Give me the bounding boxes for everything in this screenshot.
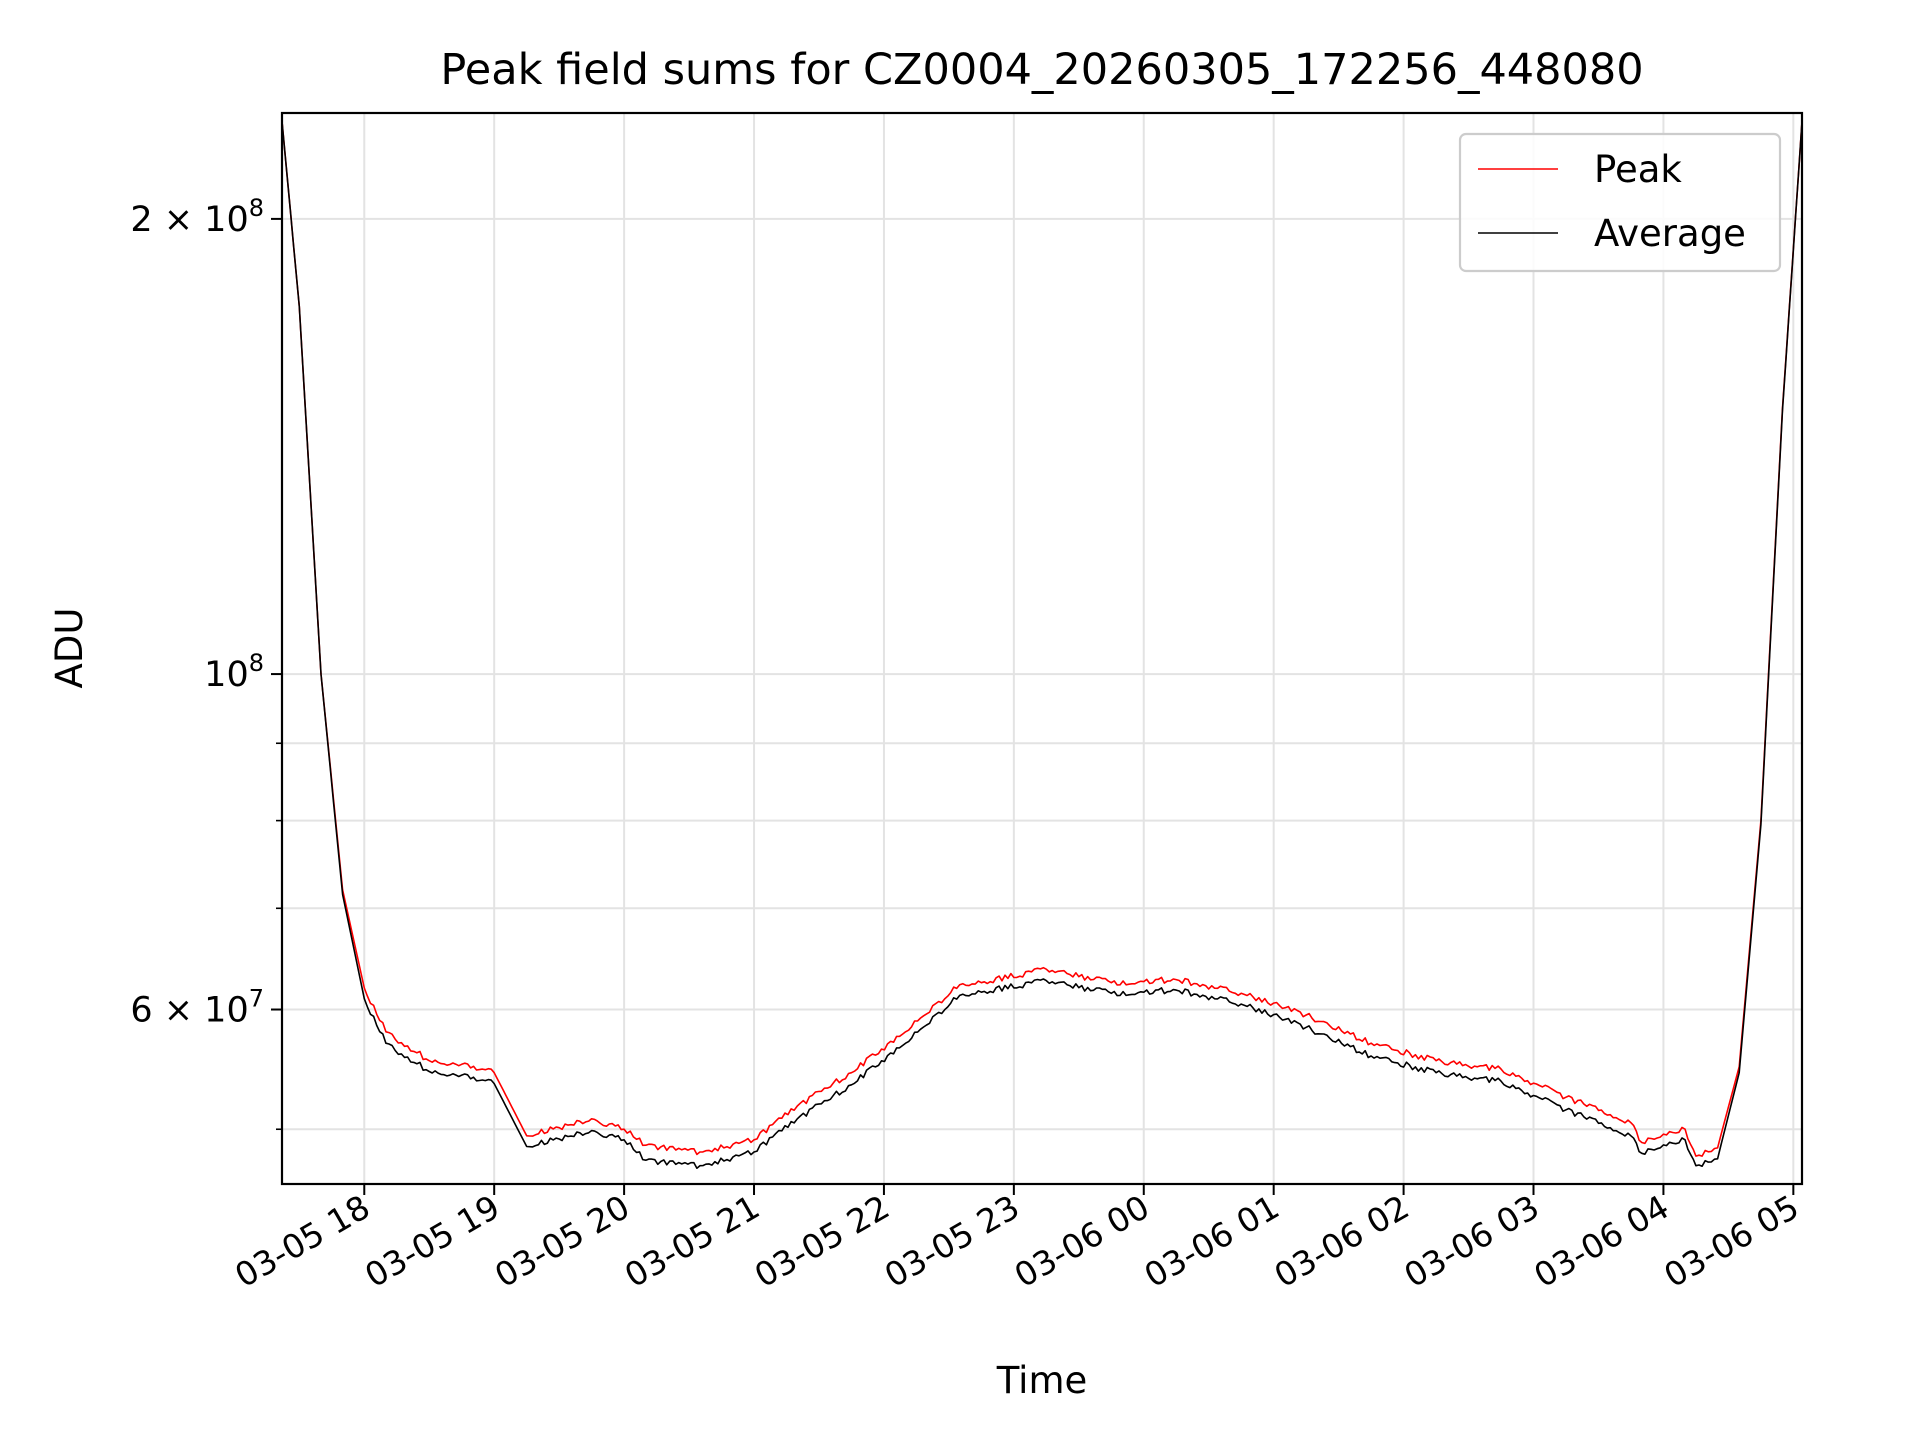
legend-average-label: Average bbox=[1594, 212, 1746, 255]
series-line-average bbox=[281, 121, 1803, 1169]
y-tick-label: 2 × 108 bbox=[130, 194, 264, 240]
y-tick-label: 6 × 107 bbox=[130, 985, 264, 1031]
y-axis-label: ADU bbox=[48, 608, 91, 689]
legend: Peak Average bbox=[1458, 132, 1782, 273]
series-layer bbox=[281, 121, 1803, 1169]
y-tick-label: 108 bbox=[204, 649, 264, 695]
grid-layer bbox=[282, 113, 1802, 1184]
x-axis-label: Time bbox=[996, 1359, 1088, 1402]
plot-frame bbox=[280, 111, 1804, 1186]
chart-title: Peak field sums for CZ0004_20260305_1722… bbox=[440, 45, 1643, 95]
series-line-peak bbox=[281, 121, 1803, 1157]
legend-peak-label: Peak bbox=[1594, 148, 1682, 191]
